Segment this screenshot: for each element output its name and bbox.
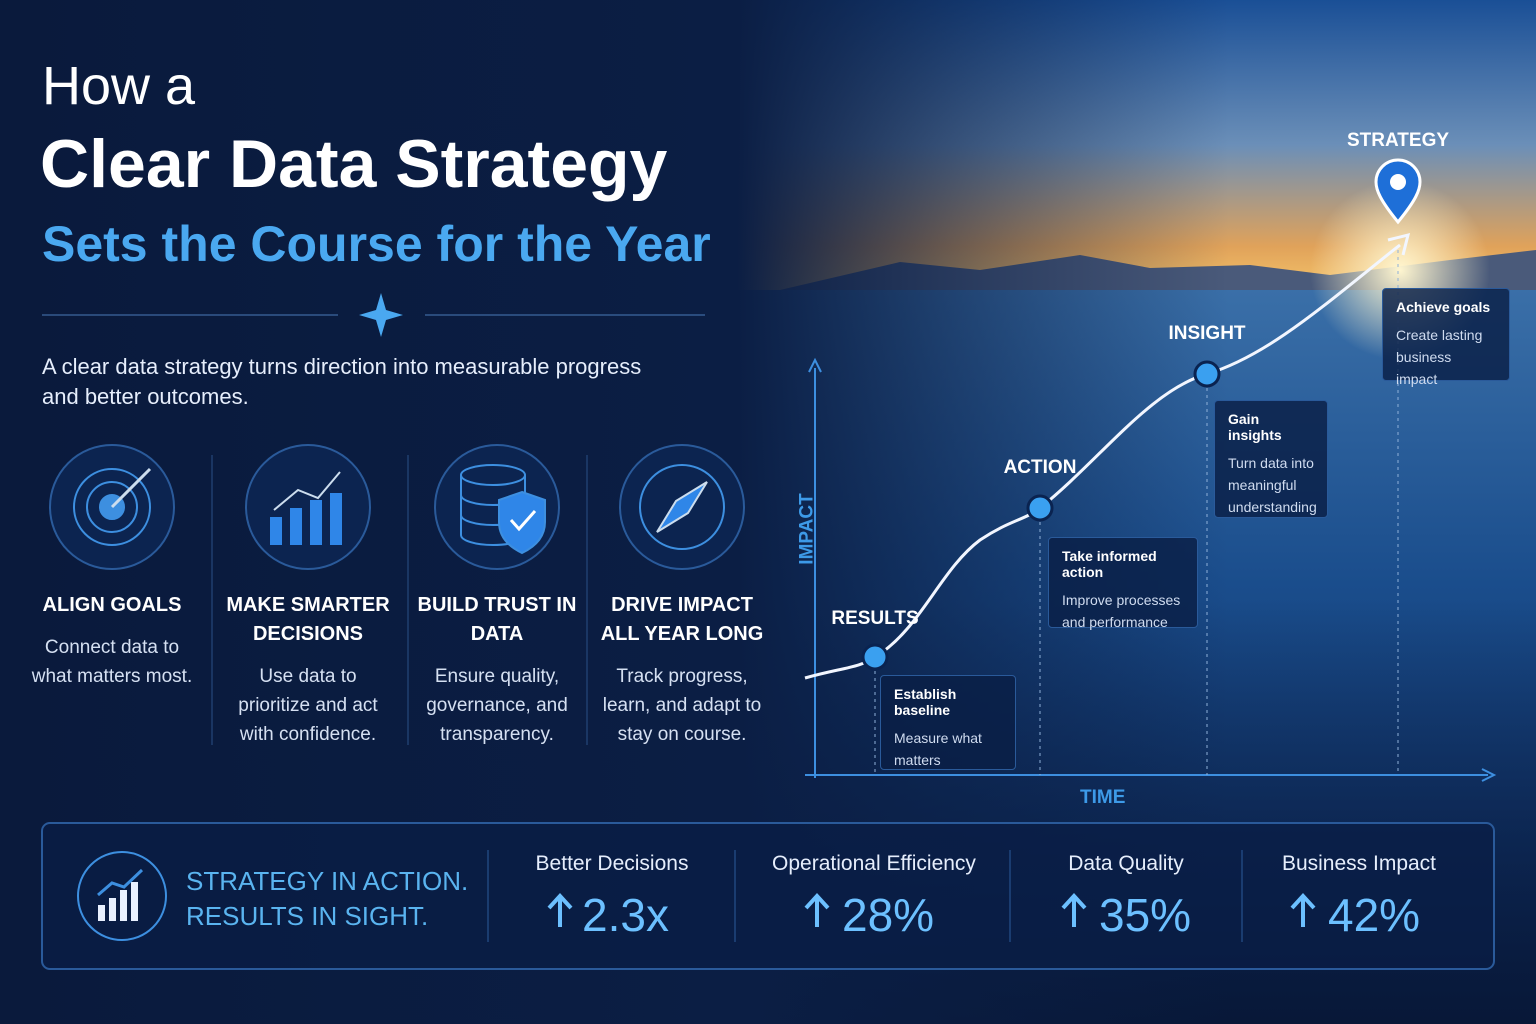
- pillar-text: Track progress, learn, and adapt to stay…: [602, 666, 762, 745]
- pillar-title: ALIGN GOALS: [42, 594, 182, 616]
- metric-value: 28%: [842, 889, 935, 941]
- title-line-2: Clear Data Strategy: [40, 126, 668, 202]
- x-axis-arrow: [1481, 768, 1497, 782]
- strategy-pin: [1374, 158, 1422, 225]
- banner-tagline: STRATEGY IN ACTION.: [186, 866, 469, 896]
- banner-tagline: RESULTS IN SIGHT.: [186, 901, 429, 931]
- card-text: Create lasting business impact: [1396, 327, 1483, 387]
- guide-lines: [874, 250, 1399, 775]
- pin-dot: [1390, 174, 1406, 190]
- banner-dividers: [487, 850, 1243, 942]
- up-arrows: [547, 893, 1316, 927]
- milestone-card: Take informed action Improve processes a…: [1048, 537, 1198, 630]
- journey-chart: [804, 158, 1497, 782]
- card-text: Measure what matters: [894, 730, 982, 768]
- milestone-card: Gain insights Turn data into meaningful …: [1214, 400, 1328, 518]
- banner-icon: [77, 851, 167, 941]
- milestone-label: ACTION: [1003, 457, 1077, 478]
- card-title: Take informed action: [1062, 548, 1157, 580]
- card-title: Establish baseline: [894, 686, 957, 718]
- curve-arrow: [1387, 232, 1411, 256]
- pillar-title: DRIVE IMPACT ALL YEAR LONG: [600, 594, 764, 645]
- milestone-dots: [861, 360, 1221, 671]
- card-title: Achieve goals: [1396, 299, 1491, 315]
- compass-star: [359, 293, 403, 337]
- title-line-1: How a: [42, 56, 196, 116]
- pillar-icons: [49, 444, 745, 570]
- y-axis-label: IMPACT: [796, 493, 818, 565]
- results-banner: [41, 822, 1495, 970]
- x-axis-label: TIME: [1080, 787, 1126, 808]
- pillar-title: BUILD TRUST IN DATA: [417, 594, 577, 645]
- milestone-label: STRATEGY: [1346, 130, 1450, 151]
- milestone-card: Establish baseline Measure what matters: [880, 675, 1016, 770]
- milestone-card: Achieve goals Create lasting business im…: [1382, 288, 1510, 387]
- milestone-label: INSIGHT: [1168, 323, 1246, 344]
- metric-label: Data Quality: [1068, 852, 1184, 875]
- metric-label: Business Impact: [1281, 852, 1437, 875]
- milestone-label: RESULTS: [831, 608, 919, 629]
- metric-label: Better Decisions: [535, 852, 689, 875]
- pillar-text: Connect data to what matters most.: [31, 637, 193, 687]
- title-line-3: Sets the Course for the Year: [42, 216, 711, 272]
- pillar-text: Ensure quality, governance, and transpar…: [426, 666, 568, 745]
- metric-value: 42%: [1328, 889, 1421, 941]
- pillar-text: Use data to prioritize and act with conf…: [238, 666, 378, 745]
- card-text: Improve processes and performance: [1062, 592, 1181, 630]
- metric-label: Operational Efficiency: [772, 852, 976, 875]
- pillar-title: MAKE SMARTER DECISIONS: [226, 594, 390, 645]
- pillar-dividers: [211, 455, 588, 745]
- intro-text: A clear data strategy turns direction in…: [42, 354, 642, 409]
- metric-value: 2.3x: [582, 889, 669, 941]
- card-title: Gain insights: [1228, 411, 1282, 443]
- metric-value: 35%: [1099, 889, 1192, 941]
- card-text: Turn data into meaningful understanding: [1228, 455, 1317, 515]
- y-axis-arrow: [808, 357, 822, 373]
